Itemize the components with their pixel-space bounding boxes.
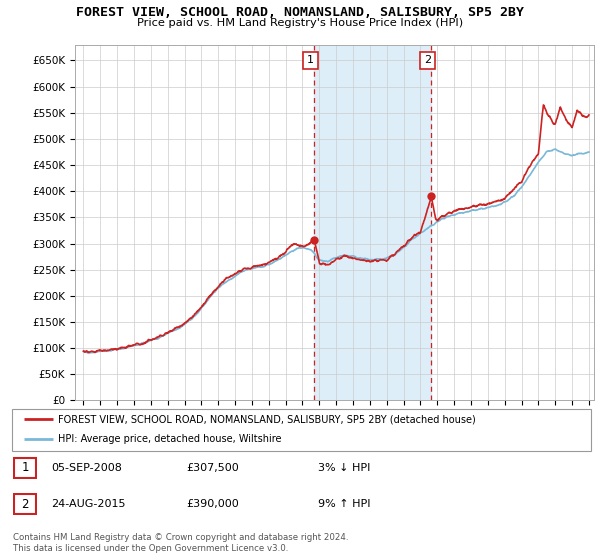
Text: 2: 2 (22, 497, 29, 511)
Text: 3% ↓ HPI: 3% ↓ HPI (318, 463, 370, 473)
FancyBboxPatch shape (12, 409, 591, 451)
Text: FOREST VIEW, SCHOOL ROAD, NOMANSLAND, SALISBURY, SP5 2BY (detached house): FOREST VIEW, SCHOOL ROAD, NOMANSLAND, SA… (58, 414, 476, 424)
Text: Contains HM Land Registry data © Crown copyright and database right 2024.
This d: Contains HM Land Registry data © Crown c… (13, 533, 349, 553)
Text: 1: 1 (22, 461, 29, 474)
Text: 05-SEP-2008: 05-SEP-2008 (51, 463, 122, 473)
Text: £390,000: £390,000 (186, 499, 239, 509)
Text: HPI: Average price, detached house, Wiltshire: HPI: Average price, detached house, Wilt… (58, 434, 282, 444)
FancyBboxPatch shape (14, 458, 36, 478)
Text: 2: 2 (424, 55, 431, 66)
Text: 9% ↑ HPI: 9% ↑ HPI (318, 499, 371, 509)
Text: FOREST VIEW, SCHOOL ROAD, NOMANSLAND, SALISBURY, SP5 2BY: FOREST VIEW, SCHOOL ROAD, NOMANSLAND, SA… (76, 6, 524, 18)
Text: 1: 1 (307, 55, 314, 66)
Text: 24-AUG-2015: 24-AUG-2015 (51, 499, 125, 509)
Bar (314, 45, 431, 400)
FancyBboxPatch shape (14, 494, 36, 514)
Text: Price paid vs. HM Land Registry's House Price Index (HPI): Price paid vs. HM Land Registry's House … (137, 18, 463, 28)
Text: £307,500: £307,500 (186, 463, 239, 473)
